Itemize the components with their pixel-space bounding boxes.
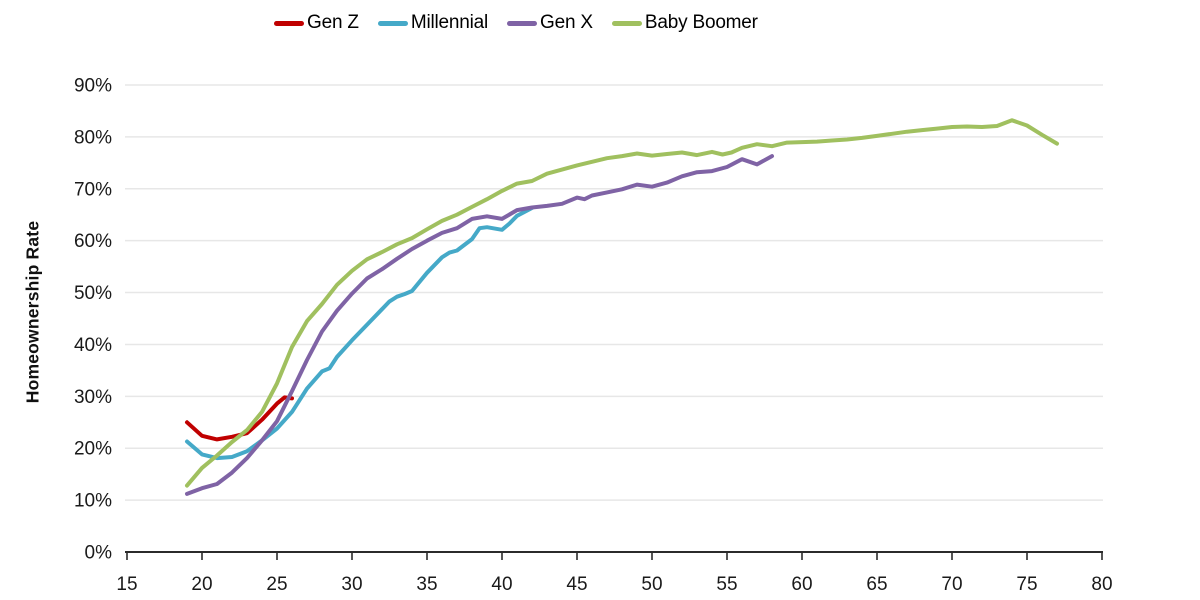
legend-swatch-millennial xyxy=(377,20,408,26)
y-tick-label-0: 0% xyxy=(85,543,113,564)
x-tick-label-75: 75 xyxy=(1016,574,1037,595)
x-tick-label-80: 80 xyxy=(1091,574,1112,595)
legend-label-millennial: Millennial xyxy=(410,12,489,33)
x-tick-label-15: 15 xyxy=(116,574,137,595)
y-tick-label-30: 30% xyxy=(74,387,112,408)
y-tick-label-10: 10% xyxy=(74,491,112,512)
x-tick-label-30: 30 xyxy=(341,574,362,595)
legend-swatch-gen-x xyxy=(507,20,538,26)
x-tick-label-65: 65 xyxy=(866,574,887,595)
legend-item-baby-boomer: Baby Boomer xyxy=(611,10,758,36)
y-tick-label-20: 20% xyxy=(74,439,112,460)
x-tick-label-40: 40 xyxy=(491,574,512,595)
x-tick-label-35: 35 xyxy=(416,574,437,595)
x-tick-label-60: 60 xyxy=(791,574,812,595)
legend-item-gen-x: Gen X xyxy=(507,10,593,36)
y-tick-label-70: 70% xyxy=(74,179,112,200)
legend-label-gen-z: Gen Z xyxy=(307,12,359,33)
series-line-gen-x xyxy=(185,154,774,496)
legend-label-gen-x: Gen X xyxy=(540,12,593,33)
x-tick-label-20: 20 xyxy=(191,574,212,595)
y-tick-label-40: 40% xyxy=(74,335,112,356)
y-tick-label-80: 80% xyxy=(74,127,112,148)
legend-swatch-baby-boomer xyxy=(611,20,642,26)
series-line-baby-boomer xyxy=(185,118,1059,488)
chart-legend: Gen Z Millennial Gen X Baby Boomer xyxy=(274,10,758,36)
legend-item-gen-z: Gen Z xyxy=(274,10,359,36)
series-line-millennial xyxy=(185,206,534,461)
x-tick-label-55: 55 xyxy=(716,574,737,595)
x-tick-label-70: 70 xyxy=(941,574,962,595)
series-line-gen-z xyxy=(185,395,294,442)
x-tick-label-45: 45 xyxy=(566,574,587,595)
x-tick-label-50: 50 xyxy=(641,574,662,595)
y-tick-label-60: 60% xyxy=(74,231,112,252)
y-tick-label-90: 90% xyxy=(74,76,112,97)
y-tick-label-50: 50% xyxy=(74,283,112,304)
legend-item-millennial: Millennial xyxy=(377,10,489,36)
x-tick-label-25: 25 xyxy=(266,574,287,595)
legend-label-baby-boomer: Baby Boomer xyxy=(644,12,758,33)
legend-swatch-gen-z xyxy=(274,20,304,26)
